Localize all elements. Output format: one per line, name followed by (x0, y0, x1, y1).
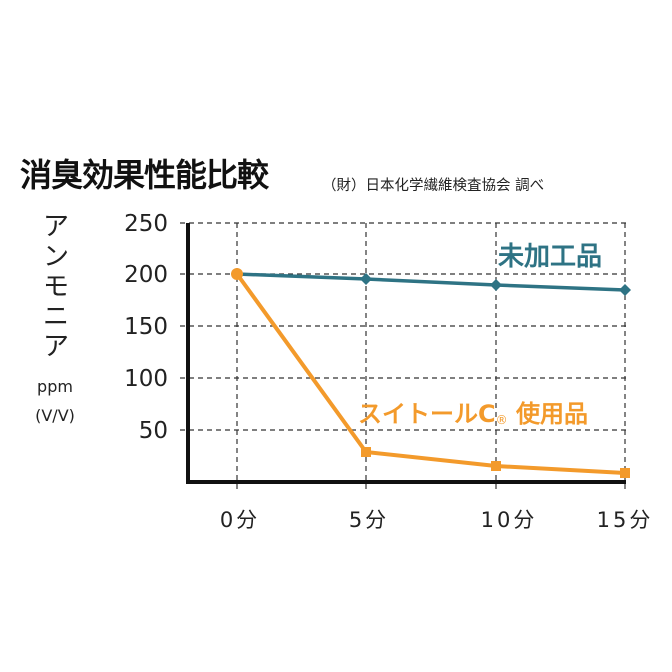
y-axis-label-char: ア (42, 212, 69, 242)
y-axis-label-char: ン (42, 242, 69, 272)
legend-untreated: 未加工品 (498, 242, 603, 272)
y-axis-unit: ppm (V/V) (24, 372, 86, 430)
y-tick-100: 100 (124, 366, 168, 392)
legend-treated-suffix: 使用品 (507, 400, 588, 428)
x-tick-5: 5分 (348, 508, 390, 532)
legend-treated: スイトールC® 使用品 (358, 394, 588, 429)
x-tick-0: 0分 (219, 508, 261, 532)
series-treated (231, 268, 630, 478)
y-axis-label: ア ン モ ニ ア (34, 212, 78, 362)
y-axis-unit-ppm: ppm (37, 377, 73, 396)
x-tick-10: 10分 (480, 508, 538, 532)
y-tick-50: 50 (138, 418, 168, 444)
y-tick-250: 250 (124, 211, 168, 237)
chart-title: 消臭効果性能比較 (20, 156, 269, 194)
y-tick-150: 150 (124, 314, 168, 340)
registered-mark-icon: ® (495, 413, 508, 427)
y-tick-200: 200 (124, 262, 168, 288)
y-axis-label-char: ニ (42, 302, 69, 332)
y-axis-label-char: モ (42, 272, 69, 302)
x-tick-15: 15分 (596, 508, 654, 532)
legend-treated-name: スイトールC (358, 400, 496, 428)
y-axis-unit-vv: (V/V) (35, 406, 75, 425)
y-axis-label-char: ア (42, 332, 69, 362)
chart-subtitle: （財）日本化学繊維検査協会 調べ (322, 178, 545, 194)
